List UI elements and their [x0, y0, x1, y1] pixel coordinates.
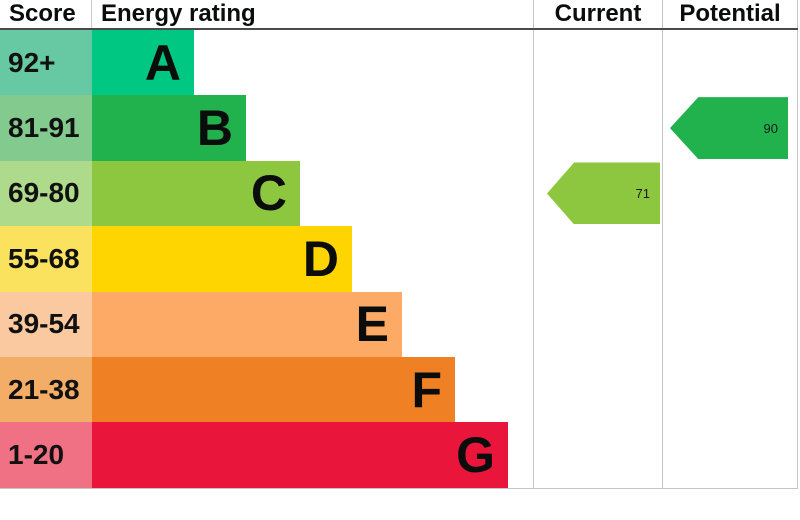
current-rating-value: 71 [635, 185, 650, 201]
score-range-f: 21-38 [0, 356, 92, 423]
potential-cell-c [662, 160, 798, 227]
band-row-d: 55-68 D [0, 226, 798, 292]
rating-bar-cell-d: D [92, 226, 533, 292]
rating-bar-c: C [92, 160, 300, 227]
potential-cell-b: 90 [662, 95, 798, 161]
current-rating-arrow: 71 [547, 162, 660, 225]
score-range-a: 92+ [0, 30, 92, 96]
rating-letter-e: E [355, 296, 389, 353]
rating-letter-b: B [196, 100, 233, 157]
header-potential: Potential [662, 0, 798, 28]
potential-cell-a [662, 30, 798, 96]
rating-letter-c: C [250, 165, 287, 222]
current-cell-e [533, 291, 662, 357]
rating-bar-cell-g: G [92, 422, 533, 488]
current-cell-b [533, 95, 662, 161]
score-range-e: 39-54 [0, 291, 92, 357]
epc-table: Score Energy rating Current Potential 92… [0, 0, 798, 489]
current-cell-d [533, 226, 662, 292]
rating-bar-cell-a: A [92, 30, 533, 96]
score-range-g: 1-20 [0, 422, 92, 488]
rating-bar-cell-c: C [92, 160, 533, 227]
band-row-a: 92+ A [0, 30, 798, 96]
rating-letter-d: D [302, 230, 339, 287]
rating-bar-cell-b: B [92, 95, 533, 161]
band-row-f: 21-38 F [0, 356, 798, 423]
band-row-e: 39-54 E [0, 291, 798, 357]
potential-cell-g [662, 422, 798, 488]
potential-cell-d [662, 226, 798, 292]
rating-bar-b: B [92, 95, 246, 161]
score-range-d: 55-68 [0, 226, 92, 292]
current-cell-f [533, 356, 662, 423]
potential-cell-e [662, 291, 798, 357]
potential-rating-arrow: 90 [670, 97, 788, 160]
band-row-g: 1-20 G [0, 422, 798, 488]
potential-rating-value: 90 [763, 120, 778, 136]
rating-bar-e: E [92, 291, 402, 357]
current-cell-a [533, 30, 662, 96]
rating-bar-a: A [92, 30, 194, 96]
header-score: Score [0, 0, 92, 28]
current-cell-g [533, 422, 662, 488]
score-range-b: 81-91 [0, 95, 92, 161]
header-current: Current [533, 0, 662, 28]
band-row-c: 69-80 C 71 [0, 160, 798, 227]
header-energy-rating: Energy rating [101, 0, 256, 27]
rating-letter-g: G [456, 427, 495, 484]
rating-letter-f: F [411, 361, 442, 418]
rating-bar-d: D [92, 226, 352, 292]
score-range-c: 69-80 [0, 160, 92, 227]
current-cell-c: 71 [533, 160, 662, 227]
table-header: Score Energy rating Current Potential [0, 0, 798, 30]
rating-bar-f: F [92, 356, 455, 423]
rating-letter-a: A [144, 34, 181, 91]
rating-bar-cell-e: E [92, 291, 533, 357]
band-row-b: 81-91 B 90 [0, 95, 798, 161]
band-rows: 92+ A 81-91 B 90 69-80 C 71 55-68 D 39-54 E 21-38 F 1-… [0, 30, 798, 488]
rating-bar-cell-f: F [92, 356, 533, 423]
potential-cell-f [662, 356, 798, 423]
rating-bar-g: G [92, 422, 508, 488]
